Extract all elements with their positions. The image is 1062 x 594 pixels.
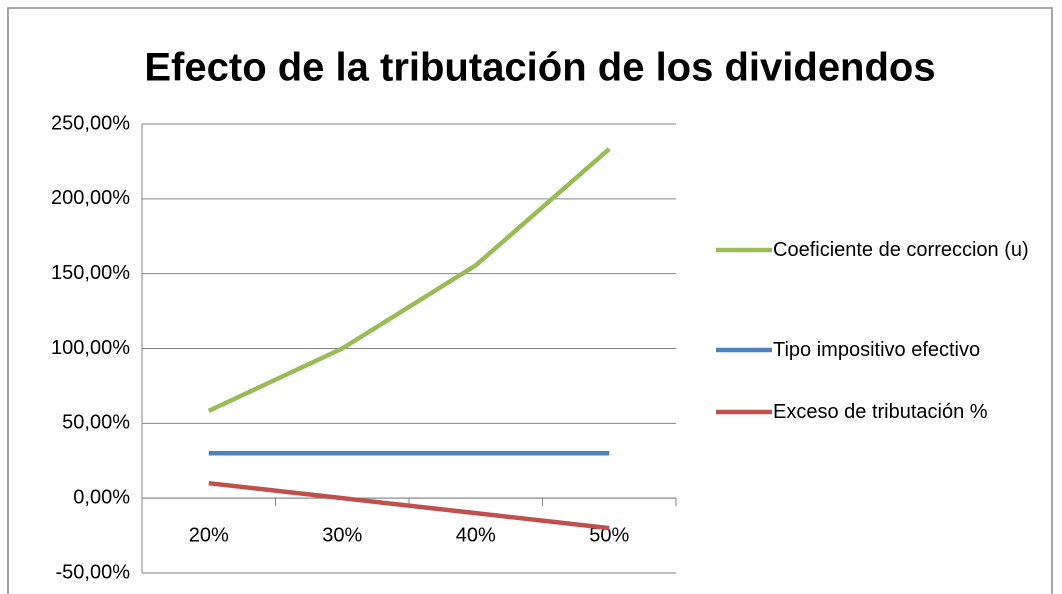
legend-label: Tipo impositivo efectivo bbox=[773, 339, 981, 361]
y-tick-label: 0,00% bbox=[73, 486, 130, 508]
x-tick-label: 30% bbox=[322, 524, 362, 546]
x-tick-label: 40% bbox=[456, 524, 496, 546]
y-tick-label: 50,00% bbox=[62, 412, 130, 434]
y-tick-label: 250,00% bbox=[51, 112, 130, 134]
y-tick-label: 100,00% bbox=[51, 337, 130, 359]
legend-label: Exceso de tributación % bbox=[773, 401, 988, 423]
x-tick-label: 50% bbox=[589, 524, 629, 546]
line-series bbox=[207, 147, 611, 413]
legend-label: Coeficiente de correccion (u) bbox=[773, 239, 1029, 261]
y-tick-label: -50,00% bbox=[56, 561, 131, 583]
line-series bbox=[208, 480, 610, 531]
x-tick-label: 20% bbox=[189, 524, 229, 546]
y-tick-label: 150,00% bbox=[51, 262, 130, 284]
y-tick-label: 200,00% bbox=[51, 187, 130, 209]
chart-border bbox=[7, 7, 1053, 594]
chart-title: Efecto de la tributación de los dividend… bbox=[144, 46, 935, 90]
